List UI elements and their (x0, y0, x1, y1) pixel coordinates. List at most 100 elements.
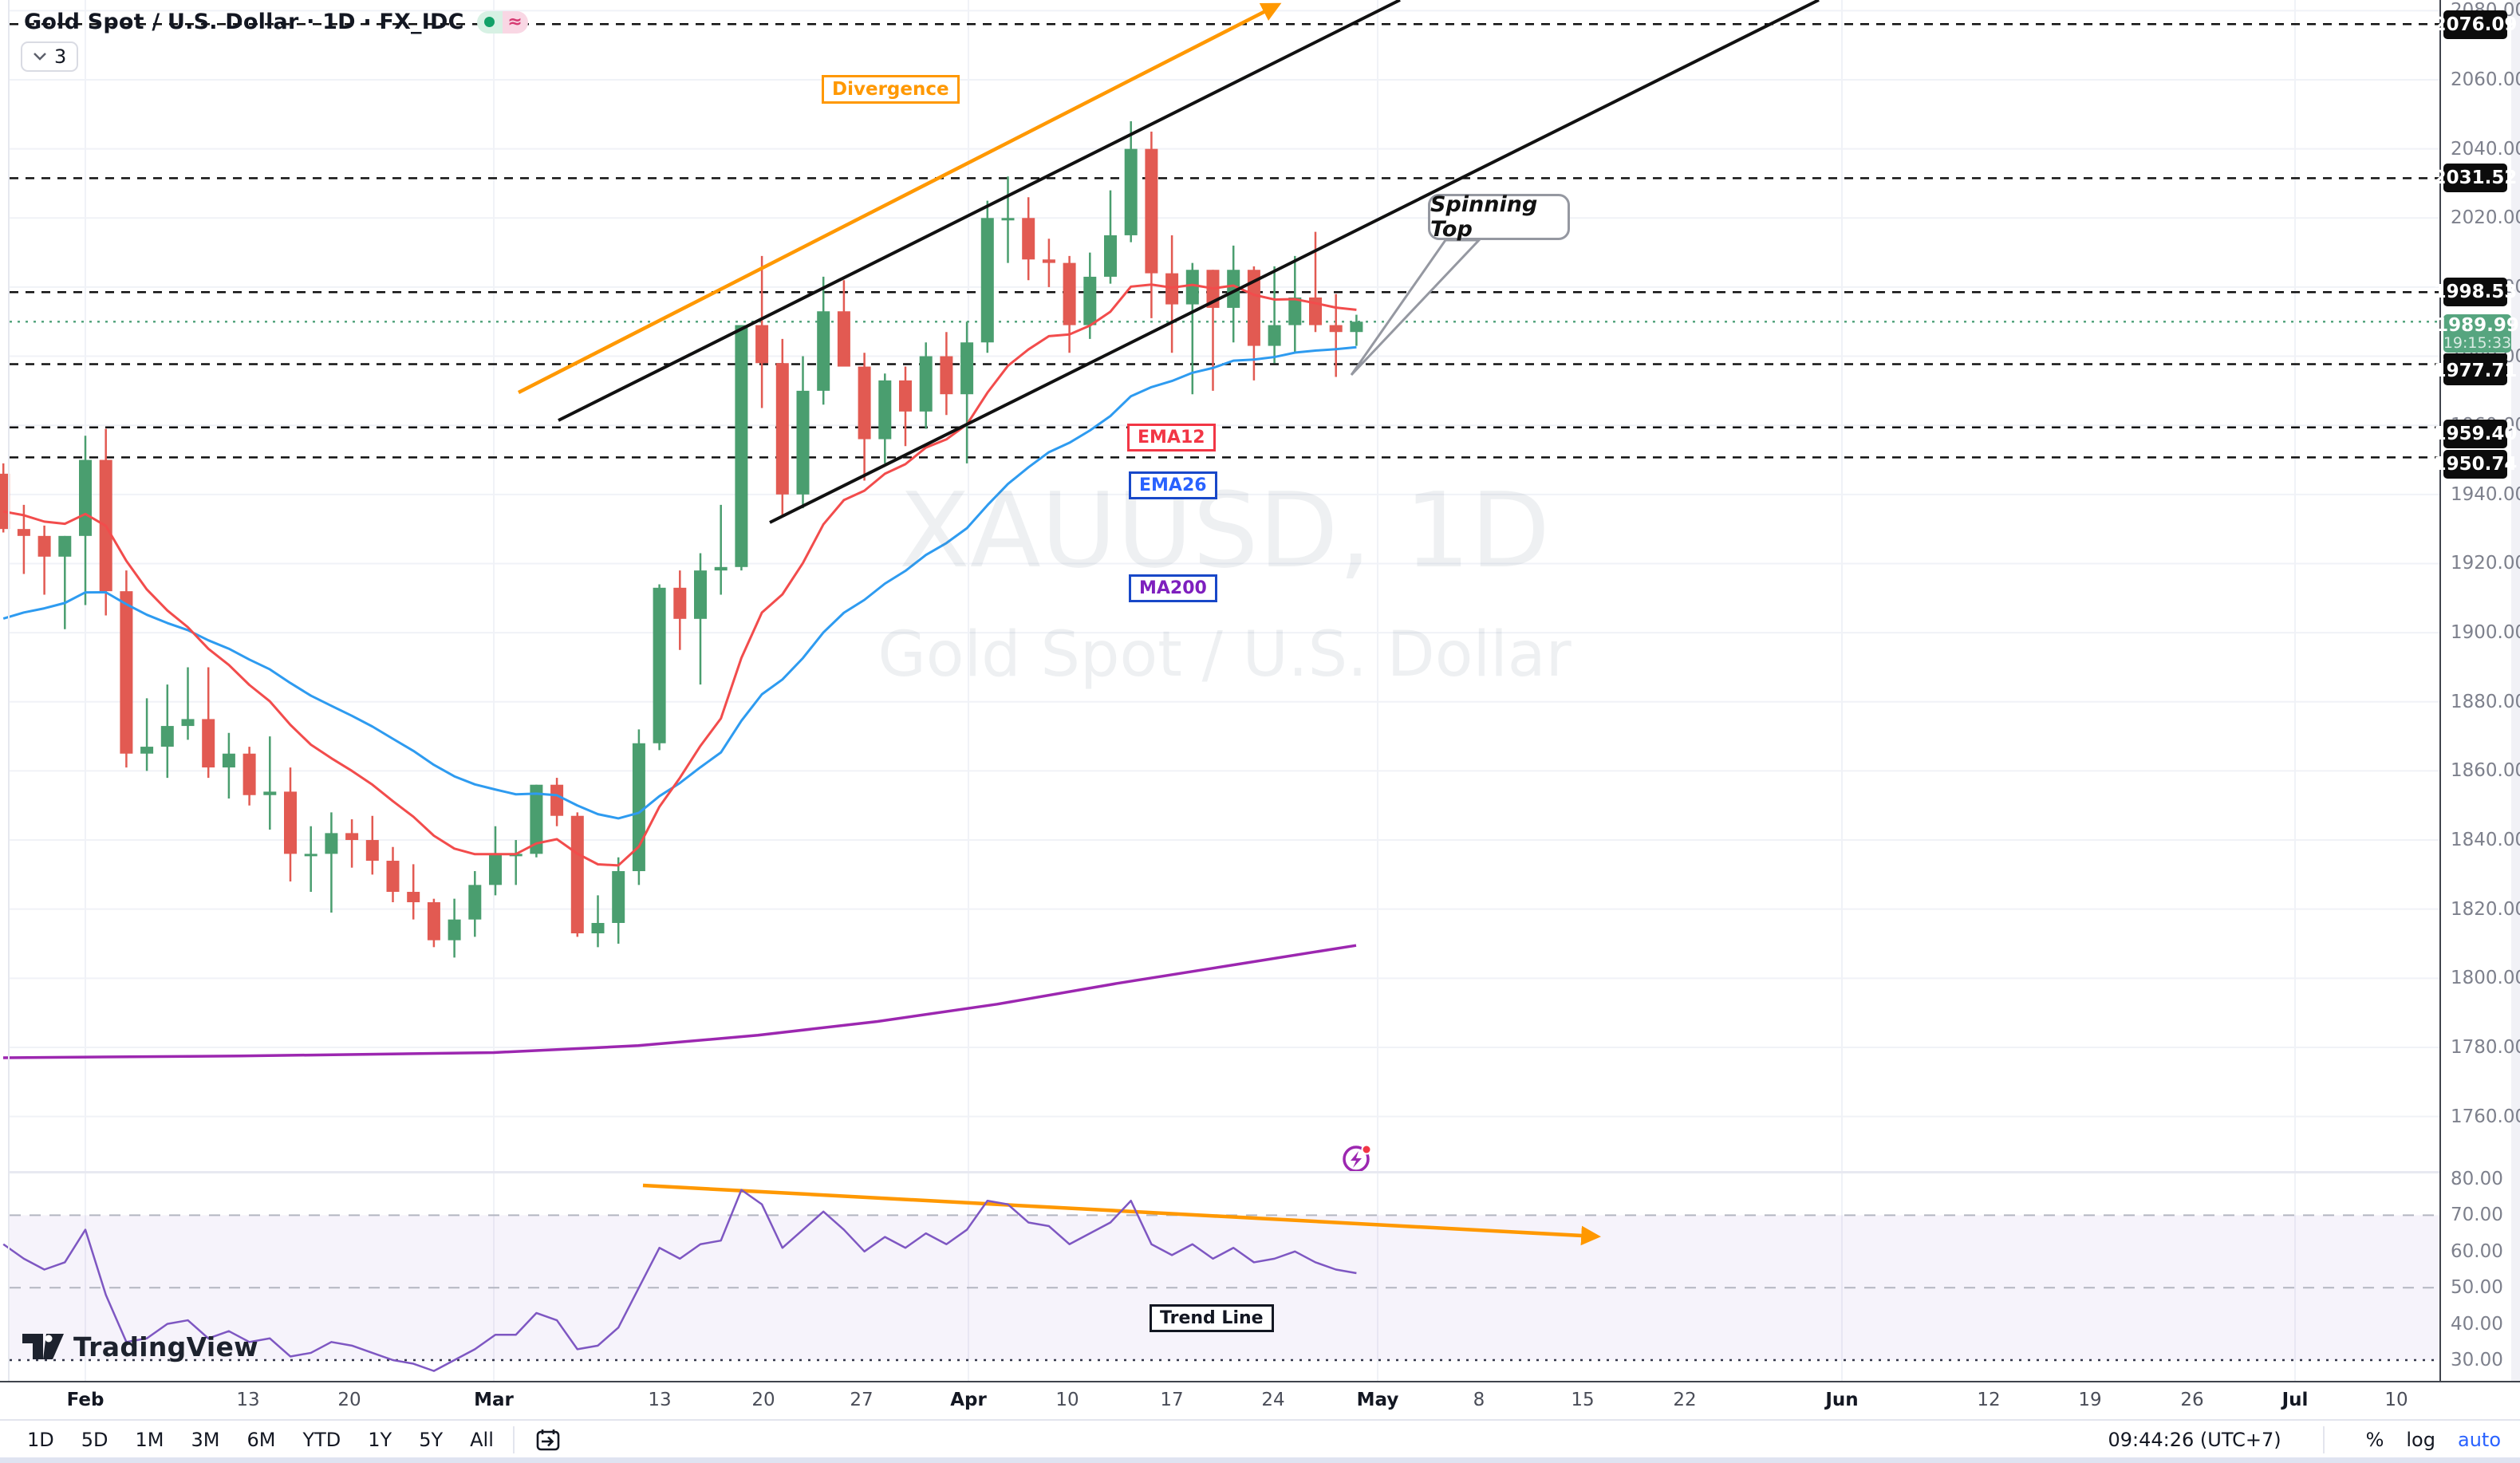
left-border (8, 0, 10, 1418)
range-button-all[interactable]: All (470, 1429, 494, 1451)
price-tick-label: 1880.00 (2451, 691, 2520, 712)
rsi-tick-label: 70.00 (2451, 1205, 2503, 1226)
range-button-1m[interactable]: 1M (135, 1429, 164, 1451)
time-tick-label: 19 (2078, 1390, 2102, 1410)
tradingview-logo-icon (22, 1334, 64, 1359)
price-tick-label: 1840.00 (2451, 830, 2520, 851)
price-tick-label: 2060.00 (2451, 69, 2520, 90)
price-tick-label: 1860.00 (2451, 760, 2520, 782)
right-scroll-strip[interactable] (2511, 0, 2520, 1463)
range-button-5y[interactable]: 5Y (419, 1429, 444, 1451)
time-tick-label: 12 (1977, 1390, 2001, 1410)
range-button-5d[interactable]: 5D (81, 1429, 108, 1451)
current-price-label[interactable]: 1989.99 19:15:33 (2435, 314, 2519, 353)
time-tick-label: 26 (2180, 1390, 2204, 1410)
chevron-down-icon (34, 53, 46, 61)
watermark-symbol: XAUUSD, 1D (898, 470, 1551, 591)
spinning-top-annotation[interactable]: Spinning Top (1428, 192, 1570, 242)
tradingview-logo-text: TradingView (73, 1331, 258, 1362)
channel-line-lower (769, 0, 1820, 524)
time-tick-label: May (1356, 1390, 1399, 1410)
time-tick-label: Jul (2281, 1390, 2309, 1410)
range-button-1y[interactable]: 1Y (368, 1429, 392, 1451)
go-to-date-icon[interactable] (534, 1426, 562, 1454)
instant-trading-icon (1343, 1144, 1372, 1173)
range-button-ytd[interactable]: YTD (302, 1429, 341, 1451)
delayed-data-icon: ≈ (502, 10, 528, 34)
price-divergence-line (517, 2, 1282, 395)
ma200-line (2, 944, 1357, 1059)
toolbar-separator (512, 1426, 515, 1453)
time-tick-label: 13 (236, 1390, 260, 1410)
trend-line-label[interactable]: Trend Line (1150, 1304, 1274, 1332)
symbol-header: Gold Spot / U.S. Dollar · 1D · FX_IDC ≈ (24, 10, 528, 34)
price-tick-label: 1900.00 (2451, 622, 2520, 644)
time-tick-label: 10 (2384, 1390, 2408, 1410)
price-tick-label: 1940.00 (2451, 483, 2520, 505)
time-tick-label: 15 (1571, 1390, 1595, 1410)
window-bottom-edge (0, 1457, 2520, 1463)
price-level-label[interactable]: 1977.71 (2434, 357, 2517, 385)
divergence-label[interactable]: Divergence (822, 75, 960, 104)
rsi-tick-label: 50.00 (2451, 1277, 2503, 1299)
time-tick-label: 20 (337, 1390, 361, 1410)
time-tick-label: 17 (1160, 1390, 1184, 1410)
tradingview-logo[interactable]: TradingView (22, 1329, 258, 1364)
price-tick-label: 1780.00 (2451, 1036, 2520, 1058)
price-axis[interactable]: 2080.002060.002040.002020.002000.001980.… (2434, 0, 2520, 1381)
rsi-tick-label: 40.00 (2451, 1313, 2503, 1335)
market-status-pills[interactable]: ≈ (476, 10, 528, 34)
time-tick-label: 27 (850, 1390, 874, 1410)
log-scale-button[interactable]: log (2406, 1429, 2435, 1451)
price-level-label[interactable]: 1998.53 (2434, 278, 2517, 306)
price-level-label[interactable]: 2031.52 (2434, 164, 2517, 192)
market-open-dot-icon (476, 10, 503, 34)
indicators-collapse-button[interactable]: 3 (21, 41, 79, 72)
bottom-toolbar: 1D 5D 1M 3M 6M YTD 1Y 5Y All 09:44:26 (UTC+7) % … (0, 1419, 2520, 1459)
symbol-title[interactable]: Gold Spot / U.S. Dollar · 1D · FX_IDC (24, 10, 464, 34)
price-level-label[interactable]: 1959.40 (2434, 420, 2517, 448)
time-tick-label: Feb (66, 1390, 105, 1410)
range-button-1d[interactable]: 1D (27, 1429, 54, 1451)
watermark-description: Gold Spot / U.S. Dollar (877, 619, 1572, 691)
range-button-3m[interactable]: 3M (191, 1429, 220, 1451)
time-tick-label: Jun (1825, 1390, 1859, 1410)
rsi-tick-label: 60.00 (2451, 1240, 2503, 1262)
ema26-label[interactable]: EMA26 (1129, 471, 1217, 499)
date-range-buttons: 1D 5D 1M 3M 6M YTD 1Y 5Y All (0, 1429, 494, 1451)
time-tick-label: 13 (648, 1390, 672, 1410)
time-axis[interactable]: Feb 13 20 Mar 13 20 27 Apr 10 17 24 May 8 15 22 Jun 12 19… (0, 1381, 2520, 1419)
toolbar-separator (2322, 1426, 2325, 1453)
time-tick-label: 24 (1261, 1390, 1285, 1410)
time-tick-label: Mar (474, 1390, 514, 1410)
clock-timezone-button[interactable]: 09:44:26 (UTC+7) (2108, 1429, 2281, 1451)
rsi-line (2, 1189, 1357, 1372)
price-level-label[interactable]: 1950.74 (2434, 450, 2517, 479)
price-level-label[interactable]: 2076.09 (2434, 10, 2517, 39)
ema26-line (2, 345, 1357, 820)
candles (0, 120, 1363, 958)
time-tick-label: 20 (751, 1390, 775, 1410)
rsi-tick-label: 80.00 (2451, 1169, 2503, 1189)
price-tick-label: 1760.00 (2451, 1106, 2520, 1127)
price-tick-label: 1920.00 (2451, 553, 2520, 574)
price-tick-label: 1820.00 (2451, 898, 2520, 920)
ema12-label[interactable]: EMA12 (1127, 424, 1216, 452)
current-price-value: 1989.99 (2435, 314, 2519, 336)
channel-line-upper (558, 0, 1401, 422)
price-tick-label: 2040.00 (2451, 138, 2520, 160)
auto-scale-button[interactable]: auto (2457, 1429, 2501, 1451)
time-tick-label: 22 (1673, 1390, 1697, 1410)
indicator-count: 3 (54, 45, 67, 68)
chart-layers (0, 0, 2439, 1381)
pane-separator[interactable] (10, 1171, 2510, 1173)
price-tick-label: 2020.00 (2451, 207, 2520, 229)
bar-countdown: 19:15:33 (2443, 334, 2512, 353)
range-button-6m[interactable]: 6M (246, 1429, 276, 1451)
rsi-tick-label: 30.00 (2451, 1350, 2503, 1370)
percent-scale-button[interactable]: % (2365, 1429, 2384, 1451)
time-tick-label: Apr (950, 1390, 987, 1410)
ma200-label[interactable]: MA200 (1129, 574, 1217, 602)
toolbar-right-group: 09:44:26 (UTC+7) % log auto (2108, 1426, 2520, 1453)
